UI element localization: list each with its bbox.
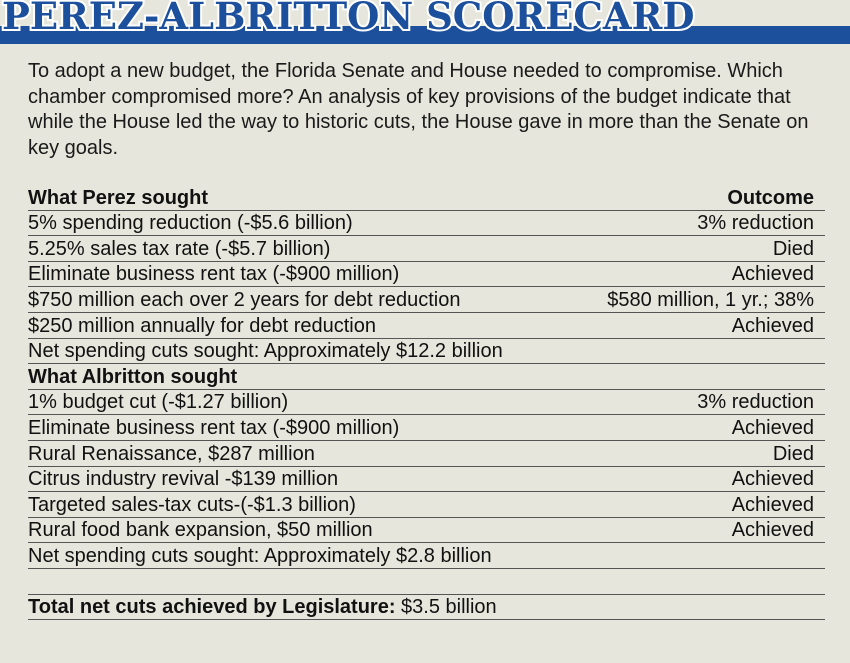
table-row: Citrus industry revival -$139 million Ac… [28,467,825,493]
row-item: $750 million each over 2 years for debt … [28,288,461,311]
title-bar [0,26,850,44]
table-row: Rural food bank expansion, $50 million A… [28,518,825,544]
row-item: Rural Renaissance, $287 million [28,442,315,465]
row-item: 1% budget cut (-$1.27 billion) [28,391,289,414]
row-item: 5% spending reduction (-$5.6 billion) [28,212,353,235]
table-row: Targeted sales-tax cuts-(-$1.3 billion) … [28,492,825,518]
row-item: Eliminate business rent tax (-$900 milli… [28,416,400,439]
table-row: Eliminate business rent tax (-$900 milli… [28,262,825,288]
table-header-row: What Perez sought Outcome [28,185,825,211]
title-banner: PEREZ-ALBRITTON SCORECARD [0,0,850,44]
perez-net-label: Net spending cuts sought: Approximately … [28,340,503,363]
total-label-wrap: Total net cuts achieved by Legislature: … [28,595,497,619]
row-outcome: Died [772,237,814,260]
row-item: Citrus industry revival -$139 million [28,468,339,491]
row-item: 5.25% sales tax rate (-$5.7 billion) [28,237,331,260]
spacer-row [28,569,825,595]
row-item: Rural food bank expansion, $50 million [28,519,373,542]
row-outcome: Achieved [731,416,814,439]
total-label: Total net cuts achieved by Legislature: [28,596,396,619]
albritton-header-row: What Albritton sought [28,364,825,390]
row-outcome: Died [772,442,814,465]
header-outcome: Outcome [727,186,814,209]
row-outcome: Achieved [731,263,814,286]
header-albritton: What Albritton sought [28,365,238,388]
row-item: Eliminate business rent tax (-$900 milli… [28,263,400,286]
table-row: 5.25% sales tax rate (-$5.7 billion) Die… [28,236,825,262]
row-outcome: 3% reduction [697,212,814,235]
table-row: $750 million each over 2 years for debt … [28,287,825,313]
row-outcome: 3% reduction [697,391,814,414]
page-title: PEREZ-ALBRITTON SCORECARD [0,0,696,40]
row-outcome: Achieved [731,519,814,542]
row-outcome: Achieved [731,314,814,337]
total-value: $3.5 billion [395,596,497,619]
table-row: Rural Renaissance, $287 million Died [28,441,825,467]
table-row: 1% budget cut (-$1.27 billion) 3% reduct… [28,390,825,416]
row-item: Targeted sales-tax cuts-(-$1.3 billion) [28,493,356,516]
row-item: $250 million annually for debt reduction [28,314,376,337]
row-outcome: $580 million, 1 yr.; 38% [607,288,814,311]
intro-paragraph: To adopt a new budget, the Florida Senat… [28,60,809,159]
albritton-net-row: Net spending cuts sought: Approximately … [28,543,825,569]
table-row: Eliminate business rent tax (-$900 milli… [28,415,825,441]
scorecard-table: What Perez sought Outcome 5% spending re… [28,185,825,621]
table-row: $250 million annually for debt reduction… [28,313,825,339]
perez-net-row: Net spending cuts sought: Approximately … [28,339,825,365]
header-perez: What Perez sought [28,186,209,209]
total-row: Total net cuts achieved by Legislature: … [28,595,825,621]
table-row: 5% spending reduction (-$5.6 billion) 3%… [28,211,825,237]
row-outcome: Achieved [731,468,814,491]
albritton-net-label: Net spending cuts sought: Approximately … [28,544,492,567]
row-outcome: Achieved [731,493,814,516]
